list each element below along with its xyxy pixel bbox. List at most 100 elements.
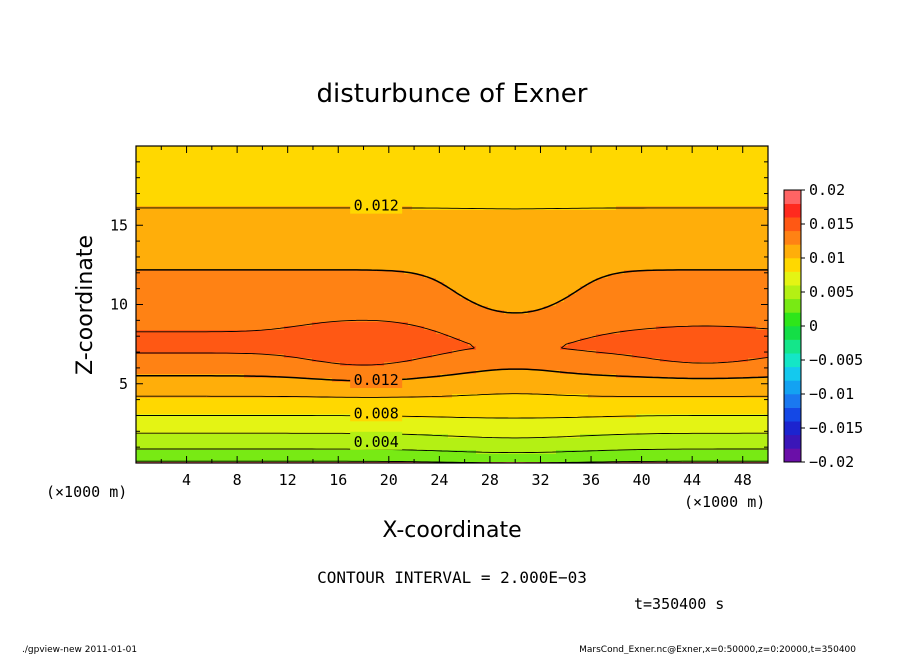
contour-cell bbox=[504, 198, 509, 203]
contour-cell bbox=[568, 218, 573, 223]
contour-cell bbox=[412, 242, 417, 247]
contour-cell bbox=[496, 238, 501, 243]
contour-cell bbox=[524, 170, 529, 175]
contour-cell bbox=[504, 178, 509, 183]
contour-cell bbox=[740, 198, 745, 203]
contour-cell bbox=[748, 166, 753, 171]
contour-cell bbox=[664, 178, 669, 183]
contour-cell bbox=[380, 270, 385, 275]
contour-cell bbox=[696, 166, 701, 171]
contour-cell bbox=[360, 214, 365, 219]
contour-cell bbox=[192, 266, 197, 271]
contour-cell bbox=[652, 222, 657, 227]
contour-cell bbox=[632, 210, 637, 215]
contour-cell bbox=[612, 182, 617, 187]
contour-cell bbox=[196, 150, 201, 155]
contour-cell bbox=[144, 262, 149, 267]
contour-cell bbox=[712, 182, 717, 187]
contour-cell bbox=[688, 202, 693, 207]
contour-cell bbox=[564, 150, 569, 155]
contour-cell bbox=[336, 230, 341, 235]
contour-cell bbox=[580, 238, 585, 243]
contour-cell bbox=[280, 218, 285, 223]
contour-cell bbox=[524, 242, 529, 247]
contour-cell bbox=[164, 266, 169, 271]
contour-cell bbox=[516, 270, 521, 275]
contour-cell bbox=[144, 222, 149, 227]
contour-cell bbox=[608, 250, 613, 255]
contour-cell bbox=[376, 226, 381, 231]
contour-cell bbox=[632, 238, 637, 243]
contour-cell bbox=[476, 154, 481, 159]
contour-cell bbox=[268, 218, 273, 223]
contour-cell bbox=[256, 214, 261, 219]
contour-cell bbox=[188, 150, 193, 155]
contour-cell bbox=[200, 174, 205, 179]
contour-cell bbox=[372, 266, 377, 271]
contour-cell bbox=[492, 214, 497, 219]
contour-cell bbox=[696, 262, 701, 267]
contour-cell bbox=[264, 218, 269, 223]
contour-cell bbox=[388, 246, 393, 251]
contour-cell bbox=[736, 186, 741, 191]
contour-cell bbox=[408, 198, 413, 203]
contour-cell bbox=[556, 194, 561, 199]
contour-cell bbox=[328, 250, 333, 255]
contour-cell bbox=[148, 190, 153, 195]
contour-cell bbox=[748, 146, 753, 151]
contour-cell bbox=[704, 258, 709, 263]
contour-cell bbox=[168, 258, 173, 263]
contour-cell bbox=[404, 166, 409, 171]
contour-cell bbox=[628, 162, 633, 167]
contour-cell bbox=[312, 170, 317, 175]
contour-cell bbox=[316, 254, 321, 259]
contour-cell bbox=[592, 222, 597, 227]
contour-cell bbox=[320, 150, 325, 155]
contour-cell bbox=[180, 214, 185, 219]
contour-cell bbox=[440, 174, 445, 179]
contour-cell bbox=[188, 170, 193, 175]
contour-cell bbox=[548, 222, 553, 227]
contour-cell bbox=[168, 230, 173, 235]
contour-cell bbox=[740, 146, 745, 151]
contour-cell bbox=[568, 170, 573, 175]
contour-cell bbox=[352, 186, 357, 191]
contour-cell bbox=[244, 226, 249, 231]
contour-cell bbox=[636, 202, 641, 207]
contour-cell bbox=[312, 238, 317, 243]
contour-cell bbox=[528, 242, 533, 247]
contour-cell bbox=[224, 194, 229, 199]
contour-cell bbox=[568, 222, 573, 227]
contour-cell bbox=[240, 258, 245, 263]
contour-cell bbox=[500, 210, 505, 215]
contour-cell bbox=[300, 166, 305, 171]
contour-cell bbox=[520, 218, 525, 223]
contour-cell bbox=[684, 246, 689, 251]
contour-cell bbox=[348, 242, 353, 247]
contour-cell bbox=[432, 270, 437, 275]
contour-cell bbox=[348, 270, 353, 275]
contour-cell bbox=[400, 246, 405, 251]
contour-cell bbox=[548, 262, 553, 267]
contour-cell bbox=[156, 158, 161, 163]
contour-cell bbox=[232, 194, 237, 199]
contour-cell bbox=[512, 186, 517, 191]
contour-cell bbox=[200, 186, 205, 191]
contour-cell bbox=[648, 178, 653, 183]
contour-cell bbox=[712, 250, 717, 255]
contour-cell bbox=[580, 266, 585, 271]
contour-cell bbox=[528, 210, 533, 215]
contour-cell bbox=[588, 234, 593, 239]
contour-cell bbox=[340, 162, 345, 167]
contour-cell bbox=[692, 190, 697, 195]
contour-cell bbox=[500, 202, 505, 207]
contour-cell bbox=[208, 242, 213, 247]
contour-cell bbox=[612, 166, 617, 171]
contour-cell bbox=[204, 194, 209, 199]
contour-cell bbox=[492, 254, 497, 259]
contour-cell bbox=[268, 194, 273, 199]
contour-cell bbox=[236, 214, 241, 219]
contour-cell bbox=[740, 230, 745, 235]
contour-cell bbox=[188, 266, 193, 271]
contour-cell bbox=[288, 146, 293, 151]
